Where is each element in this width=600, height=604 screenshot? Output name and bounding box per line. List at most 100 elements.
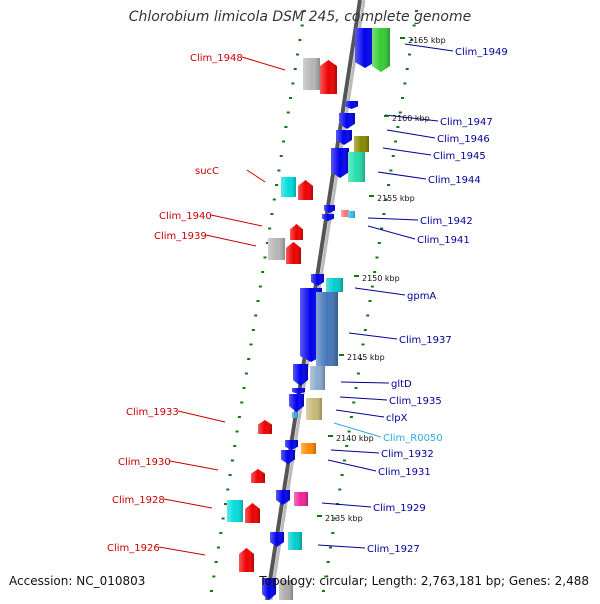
leader-line-right: [404, 43, 454, 52]
guide-dot-right: [349, 416, 353, 418]
gene-feature-shade: [251, 469, 265, 483]
guide-dot-left: [300, 24, 304, 27]
ruler-label: 2160 kbp: [392, 114, 430, 123]
gene-feature-shade: [372, 28, 390, 72]
leader-line-right: [333, 422, 382, 438]
gene-label-right: Clim_1932: [381, 449, 434, 460]
guide-dot-right: [412, 24, 416, 27]
gene-feature-shade: [355, 28, 375, 68]
leader-line-right: [367, 217, 419, 221]
gene-label-right: Clim_R0050: [383, 433, 443, 444]
guide-dot-left: [279, 155, 283, 157]
gene-label-right: Clim_1935: [389, 396, 442, 407]
gene-label-right: Clim_1949: [455, 47, 508, 58]
leader-line-right: [354, 287, 406, 296]
gene-feature-shade: [292, 388, 305, 394]
leader-line-left: [205, 234, 257, 247]
guide-dot-left: [240, 401, 244, 404]
guide-dot-right: [387, 184, 391, 186]
leader-line-right: [367, 225, 416, 240]
guide-dot-left: [286, 111, 290, 114]
guide-dot-right: [377, 242, 381, 244]
guide-dot-right: [368, 300, 372, 302]
gene-feature-shade: [331, 148, 349, 178]
guide-dot-right: [347, 430, 351, 433]
gene-label-right: Clim_1937: [399, 335, 452, 346]
leader-line-left: [241, 56, 286, 71]
guide-dot-left: [237, 416, 241, 418]
guide-dot-right: [408, 53, 412, 56]
guide-dot-left: [244, 372, 248, 375]
guide-dot-left: [256, 300, 260, 302]
gene-feature-shade: [301, 443, 316, 454]
map-title: Chlorobium limicola DSM 245, complete ge…: [128, 9, 472, 25]
guide-dot-left: [258, 285, 262, 288]
guide-dot-left: [254, 314, 258, 317]
gene-feature-shade: [245, 503, 260, 523]
guide-dot-right: [394, 140, 398, 143]
guide-dot-left: [289, 97, 293, 99]
guide-dot-right: [363, 329, 367, 331]
gene-feature-shade: [227, 500, 243, 522]
guide-dot-right: [345, 445, 349, 447]
kbp-ruler: 2165 kbp 2160 kbp 2155 kbp 2150 kbp 2145 kbp…: [317, 36, 446, 523]
guide-dot-right: [356, 372, 360, 375]
guide-dot-right: [359, 358, 363, 360]
gene-features: [227, 28, 390, 600]
gene-label-right: gpmA: [407, 291, 436, 302]
leader-line-right: [386, 129, 436, 139]
guide-dot-left: [261, 271, 265, 273]
guide-dot-left: [277, 169, 281, 172]
guide-dot-right: [405, 68, 409, 70]
ruler-label: 2155 kbp: [377, 194, 415, 203]
gene-label-left: Clim_1940: [159, 211, 212, 222]
gene-feature-shade: [239, 548, 254, 572]
outer-dotted-guides: [210, 10, 418, 592]
guide-dot-right: [331, 532, 335, 534]
guide-dot-right: [354, 387, 358, 389]
guide-dot-right: [333, 517, 337, 520]
ruler-tick: [317, 515, 322, 517]
gene-label-right: Clim_1929: [373, 503, 426, 514]
gene-feature-shade: [303, 58, 320, 90]
gene-label-right: clpX: [386, 413, 408, 424]
guide-dot-right: [328, 546, 332, 549]
gene-label-right: Clim_1945: [433, 151, 486, 162]
leader-line-left: [158, 546, 206, 556]
guide-dot-left: [221, 517, 225, 520]
guide-dot-left: [272, 198, 276, 201]
ruler-tick: [400, 37, 405, 39]
guide-dot-right: [389, 169, 393, 172]
guide-dot-right: [415, 10, 418, 12]
guide-dot-right: [375, 256, 379, 259]
guide-dot-left: [263, 256, 267, 259]
guide-dot-right: [366, 314, 370, 317]
guide-dot-left: [214, 561, 218, 563]
gene-feature-shade: [294, 492, 308, 506]
guide-dot-right: [326, 561, 330, 563]
guide-dot-right: [391, 155, 395, 157]
gene-label-right: Clim_1942: [420, 216, 473, 227]
guide-dot-right: [384, 198, 388, 201]
gene-feature-shade: [292, 412, 298, 418]
guide-dot-right: [403, 82, 407, 85]
gene-feature-shade: [281, 450, 295, 464]
leader-line-right: [317, 544, 366, 549]
gene-label-left: sucC: [195, 166, 219, 177]
accession-text: Accession: NC_010803: [9, 574, 146, 588]
leader-line-right: [382, 147, 432, 156]
gene-feature-shade: [285, 440, 298, 450]
guide-dot-left: [233, 445, 237, 447]
leader-line-right: [384, 114, 439, 122]
guide-dot-right: [338, 488, 342, 491]
gene-feature-shade: [288, 532, 302, 550]
guide-dot-left: [249, 343, 253, 346]
leader-line-left: [163, 498, 213, 509]
gene-feature-shade: [310, 366, 325, 390]
leader-line-right: [339, 396, 388, 401]
topology-text: Topology: circular; Length: 2,763,181 bp…: [259, 574, 589, 588]
guide-dot-right: [382, 213, 386, 215]
guide-dot-left: [282, 140, 286, 143]
leader-line-right: [348, 332, 398, 340]
guide-dot-right: [324, 575, 328, 578]
